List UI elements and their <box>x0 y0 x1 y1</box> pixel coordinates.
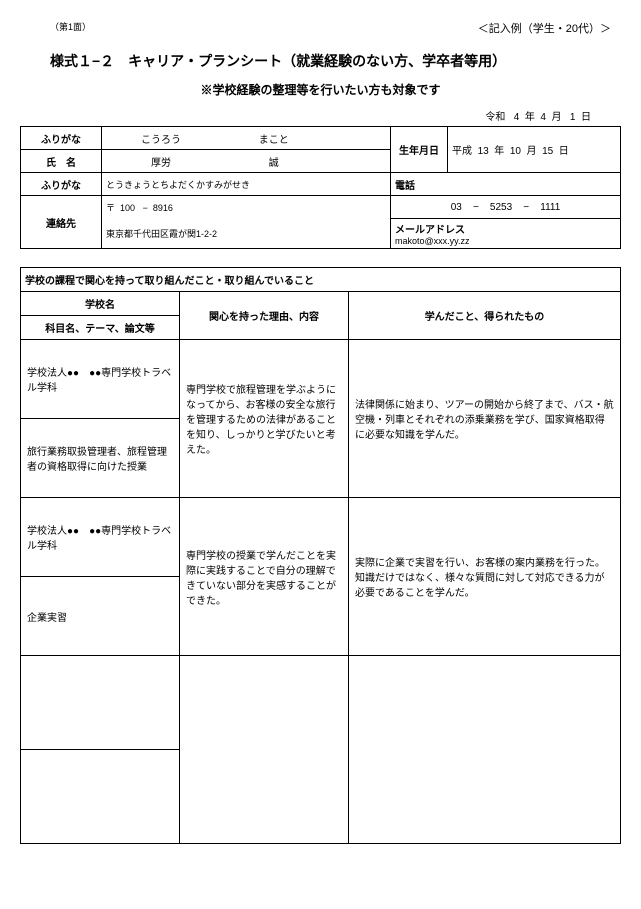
furigana-sei: こうろう <box>106 131 216 146</box>
col-school: 学校名 <box>21 292 180 316</box>
example-note: ＜記入例（学生・20代）＞ <box>478 20 611 36</box>
row1-learned: 法律関係に始まり、ツアーの開始から終了まで、バス・航空機・列車とそれぞれの添乗業… <box>349 340 621 498</box>
row2-subject: 企業実習 <box>21 577 179 655</box>
dob-d: 日 <box>559 146 569 157</box>
form-date: 令和 4 年 4 月 1 日 <box>20 108 591 123</box>
postal-dash: − <box>143 203 148 213</box>
phone3: 1111 <box>540 202 560 213</box>
dob-m: 月 <box>527 146 537 157</box>
dob-month: 10 <box>510 146 521 157</box>
row2-school: 学校法人●● ●●専門学校トラベル学科 <box>21 498 179 577</box>
d-label: 日 <box>581 108 591 123</box>
phone1: 03 <box>451 202 462 213</box>
era: 令和 <box>485 108 505 123</box>
name-mei: 誠 <box>219 154 329 169</box>
header-row: （第1面） ＜記入例（学生・20代）＞ <box>20 20 621 36</box>
form-title: 様式１−２ キャリア・プランシート（就業経験のない方、学卒者等用） <box>50 51 621 71</box>
postal1: 100 <box>120 203 135 213</box>
row1-reason: 専門学校で旅程管理を学ぶようになってから、お客様の安全な旅行を管理するための法律… <box>180 340 349 498</box>
month: 4 <box>540 112 546 123</box>
row2-reason: 専門学校の授業で学んだことを実際に実践することで自分の理解できていない部分を実感… <box>180 498 349 656</box>
dob-label: 生年月日 <box>391 127 448 173</box>
dob-y: 年 <box>494 146 504 157</box>
dob-era: 平成 <box>452 146 472 157</box>
section-title: 学校の課程で関心を持って取り組んだこと・取り組んでいること <box>21 268 621 292</box>
row3-reason <box>180 656 349 844</box>
dob-year: 13 <box>478 146 489 157</box>
personal-info-table: ふりがな こうろう まこと 生年月日 平成 13 年 10 月 15 日 氏 名… <box>20 126 621 249</box>
m-label: 月 <box>552 108 562 123</box>
addr-furigana: とうきょうとちよだくかすみがせき <box>102 173 391 196</box>
furigana-label: ふりがな <box>21 127 102 150</box>
row2-learned: 実際に企業で実習を行い、お客様の案内業務を行った。知識だけではなく、様々な質問に… <box>349 498 621 656</box>
address: 東京都千代田区霞が関1-2-2 <box>102 219 391 249</box>
name-label: 氏 名 <box>21 150 102 173</box>
name-sei: 厚労 <box>106 154 216 169</box>
phone-label: 電話 <box>391 173 621 196</box>
col-learned: 学んだこと、得られたもの <box>349 292 621 340</box>
year: 4 <box>514 112 520 123</box>
y-label: 年 <box>525 108 535 123</box>
dob-day: 15 <box>542 146 553 157</box>
row3-learned <box>349 656 621 844</box>
day: 1 <box>570 112 576 123</box>
phone2: 5253 <box>490 202 512 213</box>
col-reason: 関心を持った理由、内容 <box>180 292 349 340</box>
furigana-mei: まこと <box>219 131 329 146</box>
postal-mark: 〒 <box>106 203 115 213</box>
email-label: メールアドレス <box>395 221 616 236</box>
pd1: − <box>473 202 479 213</box>
email: makoto@xxx.yy.zz <box>395 236 616 246</box>
page-number: （第1面） <box>50 20 91 36</box>
pd2: − <box>523 202 529 213</box>
col-subject: 科目名、テーマ、論文等 <box>21 316 180 340</box>
row1-school: 学校法人●● ●●専門学校トラベル学科 <box>21 340 179 419</box>
addr-furigana-label: ふりがな <box>21 173 102 196</box>
row3-subject <box>21 750 179 843</box>
row3-school <box>21 656 179 750</box>
row1-subject: 旅行業務取扱管理者、旅程管理者の資格取得に向けた授業 <box>21 419 179 497</box>
postal2: 8916 <box>153 203 173 213</box>
experience-table: 学校の課程で関心を持って取り組んだこと・取り組んでいること 学校名 関心を持った… <box>20 267 621 844</box>
form-subtitle: ※学校経験の整理等を行いたい方も対象です <box>20 81 621 98</box>
contact-label: 連絡先 <box>21 196 102 249</box>
